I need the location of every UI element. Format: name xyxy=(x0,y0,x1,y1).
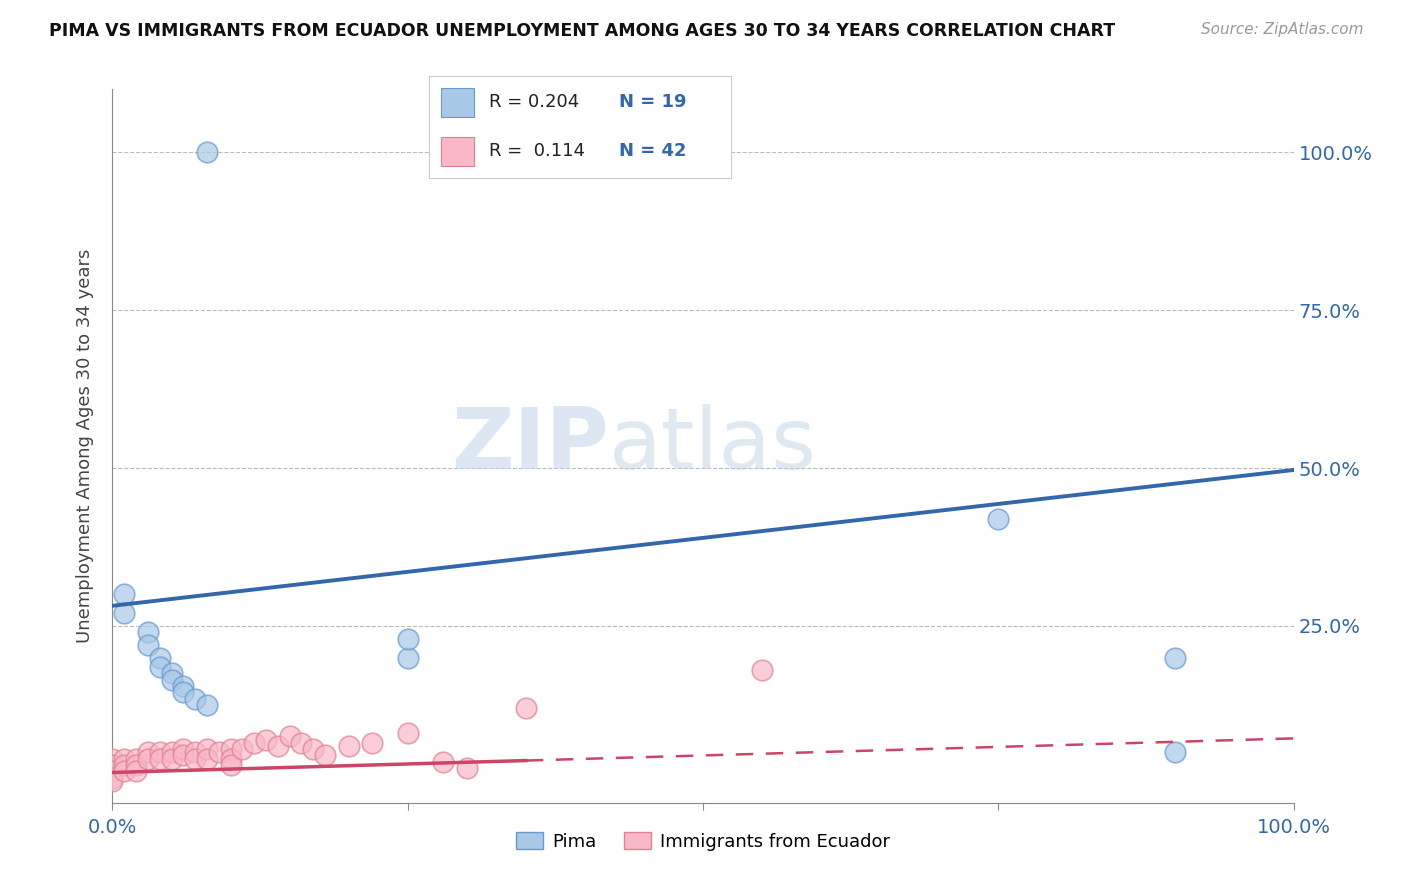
Point xyxy=(231,742,253,756)
Text: N = 42: N = 42 xyxy=(619,142,686,161)
Bar xyxy=(441,88,474,117)
Point xyxy=(172,748,194,763)
Point xyxy=(149,660,172,674)
Point xyxy=(243,736,266,750)
Point xyxy=(136,625,159,640)
Point xyxy=(208,745,231,759)
Point xyxy=(278,730,301,744)
Point xyxy=(314,748,336,763)
Point xyxy=(101,751,124,765)
Point xyxy=(195,698,218,712)
Text: atlas: atlas xyxy=(609,404,817,488)
Point xyxy=(149,650,172,665)
Point xyxy=(101,758,124,772)
Point xyxy=(1164,650,1187,665)
Point xyxy=(361,736,384,750)
Point xyxy=(112,751,135,765)
Text: ZIP: ZIP xyxy=(451,404,609,488)
Point xyxy=(515,701,537,715)
Point xyxy=(254,732,277,747)
Point xyxy=(184,751,207,765)
Y-axis label: Unemployment Among Ages 30 to 34 years: Unemployment Among Ages 30 to 34 years xyxy=(76,249,94,643)
Point xyxy=(160,745,183,759)
Bar xyxy=(441,137,474,166)
Point xyxy=(172,685,194,699)
Point xyxy=(267,739,290,753)
Point xyxy=(125,758,148,772)
Point xyxy=(195,751,218,765)
Point xyxy=(136,638,159,652)
Point xyxy=(172,679,194,693)
Point xyxy=(302,742,325,756)
Point xyxy=(432,755,454,769)
Point xyxy=(112,758,135,772)
Text: Source: ZipAtlas.com: Source: ZipAtlas.com xyxy=(1201,22,1364,37)
Point xyxy=(101,773,124,788)
Point xyxy=(172,742,194,756)
Legend: Pima, Immigrants from Ecuador: Pima, Immigrants from Ecuador xyxy=(509,825,897,858)
Point xyxy=(184,745,207,759)
Point xyxy=(184,691,207,706)
Point xyxy=(125,764,148,779)
Point xyxy=(396,650,419,665)
Point xyxy=(751,663,773,677)
Text: R = 0.204: R = 0.204 xyxy=(489,93,579,111)
Text: PIMA VS IMMIGRANTS FROM ECUADOR UNEMPLOYMENT AMONG AGES 30 TO 34 YEARS CORRELATI: PIMA VS IMMIGRANTS FROM ECUADOR UNEMPLOY… xyxy=(49,22,1115,40)
Point xyxy=(396,632,419,646)
Point xyxy=(112,764,135,779)
Point xyxy=(337,739,360,753)
Point xyxy=(101,764,124,779)
Point xyxy=(987,511,1010,525)
Point xyxy=(149,751,172,765)
Point xyxy=(219,758,242,772)
Point xyxy=(160,751,183,765)
Point xyxy=(160,666,183,681)
Point xyxy=(160,673,183,687)
Point xyxy=(195,742,218,756)
Point xyxy=(112,587,135,601)
Point xyxy=(396,726,419,740)
Point xyxy=(1164,745,1187,759)
Point xyxy=(101,771,124,785)
Point xyxy=(219,742,242,756)
Point xyxy=(290,736,312,750)
Text: R =  0.114: R = 0.114 xyxy=(489,142,585,161)
Text: N = 19: N = 19 xyxy=(619,93,686,111)
Point xyxy=(219,751,242,765)
Point xyxy=(149,745,172,759)
Point xyxy=(195,145,218,160)
Point xyxy=(456,761,478,775)
Point xyxy=(136,745,159,759)
Point xyxy=(112,607,135,621)
Point xyxy=(136,751,159,765)
Point xyxy=(125,751,148,765)
